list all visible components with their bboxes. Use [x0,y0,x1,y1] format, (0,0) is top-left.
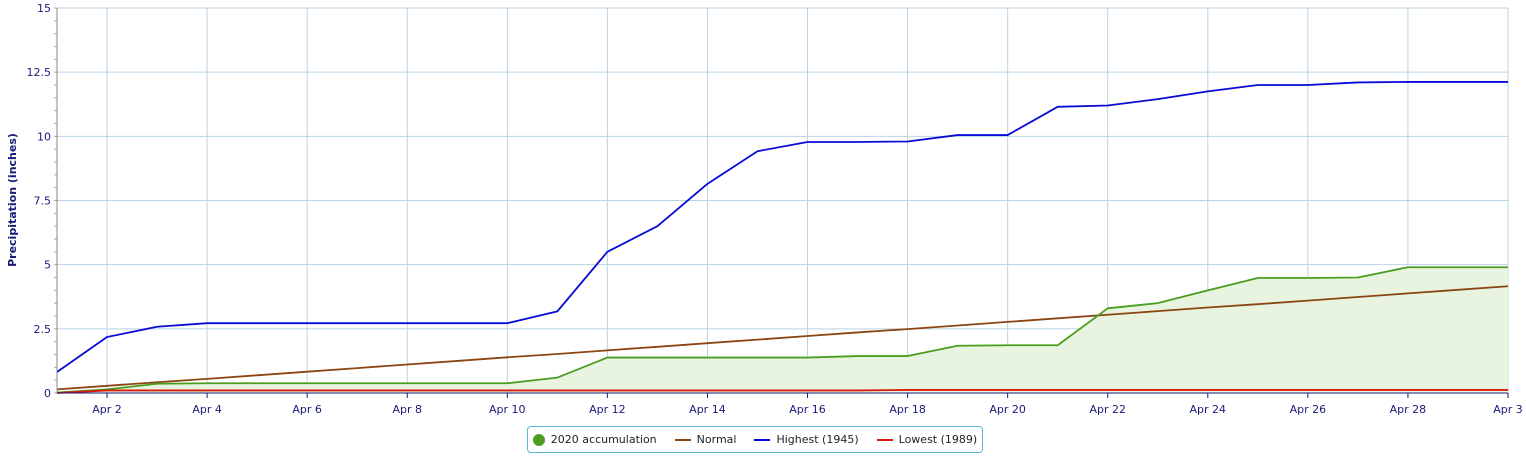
x-tick-label: Apr 6 [292,403,322,416]
x-tick-label: Apr 10 [489,403,526,416]
x-tick-label: Apr 28 [1390,403,1427,416]
legend-label: 2020 accumulation [550,433,657,446]
series-lines [56,81,1509,394]
x-tick-label: Apr 26 [1290,403,1327,416]
legend-dot-icon [532,433,545,446]
y-axis-title: Precipitation (inches) [6,133,19,267]
x-tick-label: Apr 16 [789,403,826,416]
y-tick-label: 5 [44,259,51,272]
legend-label: Lowest (1989) [898,433,978,446]
legend-line-icon [754,438,771,441]
x-tick-label: Apr 24 [1190,403,1227,416]
legend-item[interactable]: 2020 accumulation [532,433,657,446]
series-line-2020-accumulation [56,266,1508,394]
y-tick-label: 2.5 [34,323,52,336]
legend: 2020 accumulation Normal Highest (1945) Low… [527,426,983,453]
series-line-lowest-1989 [56,389,1508,394]
x-tick-label: Apr 18 [889,403,926,416]
legend-line-icon [674,438,691,441]
x-tick-label: Apr 20 [989,403,1026,416]
x-tick-label: Apr 4 [192,403,222,416]
series-line-normal [56,285,1509,391]
legend-line-icon [876,438,893,441]
legend-label: Normal [696,433,737,446]
y-tick-label: 15 [37,2,51,15]
series-line-highest-1945 [56,81,1508,373]
precipitation-chart: 0 2.5 5 7.5 10 12.5 15 Apr 2 Apr 4 Apr 6 Apr 8 Apr … [6,2,1523,416]
legend-item[interactable]: Normal [674,433,737,446]
y-tick-label: 10 [37,130,51,143]
y-tick-label: 0 [44,387,51,400]
x-tick-label: Apr 14 [689,403,726,416]
x-tick-label: Apr 2 [92,403,122,416]
x-tick-label: Apr 22 [1089,403,1126,416]
legend-item[interactable]: Highest (1945) [754,433,859,446]
x-tick-label: Apr 8 [392,403,422,416]
axes: 0 2.5 5 7.5 10 12.5 15 Apr 2 Apr 4 Apr 6 Apr 8 Apr … [27,2,1523,416]
x-tick-label: Apr 12 [589,403,626,416]
accumulation-area [57,267,1508,393]
area-fill [57,267,1508,393]
legend-item[interactable]: Lowest (1989) [876,433,978,446]
x-tick-label: Apr 3 [1493,403,1523,416]
legend-label: Highest (1945) [776,433,859,446]
y-tick-label: 12.5 [27,66,52,79]
y-tick-label: 7.5 [34,195,52,208]
grid [57,7,1509,394]
